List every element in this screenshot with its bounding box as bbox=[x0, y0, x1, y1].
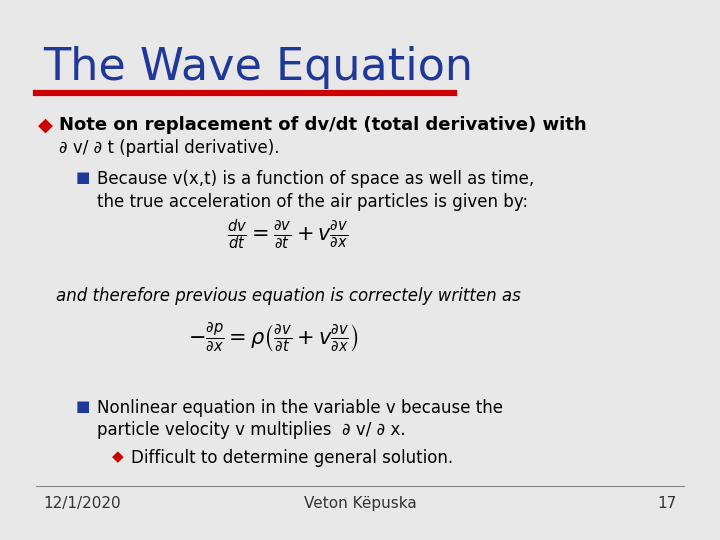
Text: Note on replacement of dv/dt (total derivative) with: Note on replacement of dv/dt (total deri… bbox=[59, 116, 587, 134]
Text: 17: 17 bbox=[657, 496, 677, 511]
Text: Because v(x,t) is a function of space as well as time,: Because v(x,t) is a function of space as… bbox=[97, 170, 534, 188]
Text: ■: ■ bbox=[76, 170, 90, 185]
Text: ∂ v/ ∂ t (partial derivative).: ∂ v/ ∂ t (partial derivative). bbox=[59, 139, 279, 157]
Text: The Wave Equation: The Wave Equation bbox=[43, 46, 473, 89]
Text: ◆: ◆ bbox=[112, 449, 123, 464]
Text: ◆: ◆ bbox=[37, 116, 53, 135]
Text: ■: ■ bbox=[76, 399, 90, 414]
Text: Nonlinear equation in the variable v because the: Nonlinear equation in the variable v bec… bbox=[97, 399, 503, 416]
Text: particle velocity v multiplies  ∂ v/ ∂ x.: particle velocity v multiplies ∂ v/ ∂ x. bbox=[97, 421, 406, 439]
Text: Difficult to determine general solution.: Difficult to determine general solution. bbox=[131, 449, 453, 467]
Text: Veton Këpuska: Veton Këpuska bbox=[304, 496, 416, 511]
Text: $-\frac{\partial p}{\partial x} = \rho \left(\frac{\partial v}{\partial t} + v\f: $-\frac{\partial p}{\partial x} = \rho \… bbox=[188, 321, 359, 354]
Text: the true acceleration of the air particles is given by:: the true acceleration of the air particl… bbox=[97, 193, 528, 211]
Text: $\frac{dv}{dt} = \frac{\partial v}{\partial t} + v\frac{\partial v}{\partial x}$: $\frac{dv}{dt} = \frac{\partial v}{\part… bbox=[228, 218, 348, 252]
Text: 12/1/2020: 12/1/2020 bbox=[43, 496, 121, 511]
Text: and therefore previous equation is correctely written as: and therefore previous equation is corre… bbox=[55, 287, 521, 305]
